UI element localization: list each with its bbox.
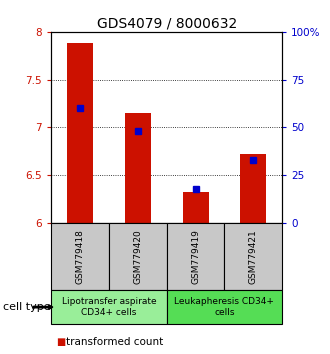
Text: transformed count: transformed count: [66, 337, 163, 347]
Bar: [240, 154, 266, 223]
Text: Leukapheresis CD34+
cells: Leukapheresis CD34+ cells: [175, 297, 274, 317]
Text: GSM779418: GSM779418: [76, 229, 84, 284]
Title: GDS4079 / 8000632: GDS4079 / 8000632: [96, 17, 237, 31]
Bar: [51, 290, 167, 324]
Bar: [125, 113, 151, 223]
Text: GSM779419: GSM779419: [191, 229, 200, 284]
Text: GSM779421: GSM779421: [249, 229, 258, 284]
Text: cell type: cell type: [3, 302, 51, 312]
Bar: [167, 223, 224, 290]
Bar: [182, 193, 209, 223]
Bar: [51, 223, 109, 290]
Bar: [67, 43, 93, 223]
Bar: [167, 290, 282, 324]
Bar: [109, 223, 167, 290]
Text: Lipotransfer aspirate
CD34+ cells: Lipotransfer aspirate CD34+ cells: [62, 297, 156, 317]
Text: ■: ■: [56, 337, 65, 347]
Text: GSM779420: GSM779420: [133, 229, 142, 284]
Bar: [224, 223, 282, 290]
